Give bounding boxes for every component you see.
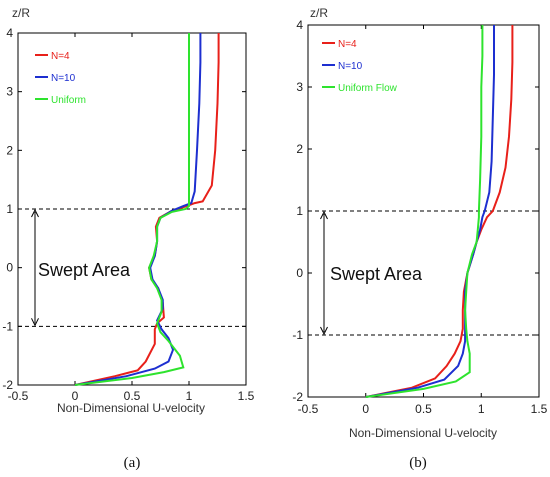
y-tick-labels: -2 -1 0 1 2 3 4	[292, 18, 303, 404]
swept-area-label: Swept Area	[38, 260, 131, 280]
plot-area: N=4 N=10 Uniform Flow	[307, 24, 540, 398]
y-tick-label: 3	[296, 80, 303, 94]
y-tick-label: 1	[296, 204, 303, 218]
y-tick-label: -1	[292, 328, 303, 342]
series-line-2	[74, 33, 190, 386]
y-tick-label: 3	[6, 85, 13, 99]
arrow-head-up	[320, 210, 328, 220]
legend-label: N=4	[51, 51, 70, 62]
y-tick-label: -1	[2, 319, 13, 333]
y-tick-label: 2	[6, 143, 13, 157]
y-tick-label: 0	[6, 261, 13, 275]
x-tick-labels: -0.5 0 0.5 1 1.5	[298, 402, 548, 416]
series-line-2	[365, 25, 484, 398]
arrow-head-down	[31, 318, 39, 327]
x-axis-label: Non-Dimensional U-velocity	[57, 401, 205, 415]
y-tick-label: 4	[296, 18, 303, 32]
arrow-head-down	[320, 326, 328, 336]
y-axis-label: z/R	[12, 6, 30, 20]
swept-area-label: Swept Area	[330, 264, 423, 284]
panel-b: z/R -2 -1 0 1 2 3 4 -0.5 0 0.5 1 1.5 N=4 N=10 Unifor…	[292, 6, 547, 471]
y-tick-label: 1	[6, 202, 13, 216]
y-tick-label: 0	[296, 266, 303, 280]
x-tick-label: -0.5	[8, 389, 29, 403]
y-axis-label: z/R	[310, 6, 328, 20]
x-tick-label: 1	[478, 402, 485, 416]
x-axis-label: Non-Dimensional U-velocity	[349, 426, 497, 440]
x-tick-label: 1	[186, 389, 193, 403]
x-tick-label: 0	[72, 389, 79, 403]
y-tick-label: 2	[296, 142, 303, 156]
x-tick-label: -0.5	[298, 402, 319, 416]
x-tick-label: 1.5	[238, 389, 255, 403]
y-tick-labels: -2 -1 0 1 2 3 4	[2, 26, 13, 392]
y-tick-label: -2	[2, 378, 13, 392]
x-tick-label: 0.5	[124, 389, 141, 403]
x-tick-labels: -0.5 0 0.5 1 1.5	[8, 389, 255, 403]
panel-caption: (b)	[409, 455, 427, 471]
legend-label: N=10	[51, 73, 76, 84]
y-tick-label: -2	[292, 390, 303, 404]
legend-label: N=10	[338, 61, 363, 72]
legend-label: Uniform Flow	[338, 83, 398, 94]
y-tick-label: 4	[6, 26, 13, 40]
legend-label: N=4	[338, 39, 357, 50]
x-tick-label: 0.5	[415, 402, 432, 416]
series-line-1	[74, 33, 202, 386]
x-tick-label: 0	[362, 402, 369, 416]
x-tick-label: 1.5	[531, 402, 548, 416]
panel-caption: (a)	[124, 455, 141, 471]
panel-a: z/R -2 -1 0 1 2 3 4 -0.5 0 0.5 1 1.5 N=4 N=10 Unifor…	[2, 6, 254, 471]
arrow-head-up	[31, 208, 39, 218]
legend-label: Uniform	[51, 95, 86, 106]
plot-area: N=4 N=10 Uniform	[17, 32, 247, 386]
